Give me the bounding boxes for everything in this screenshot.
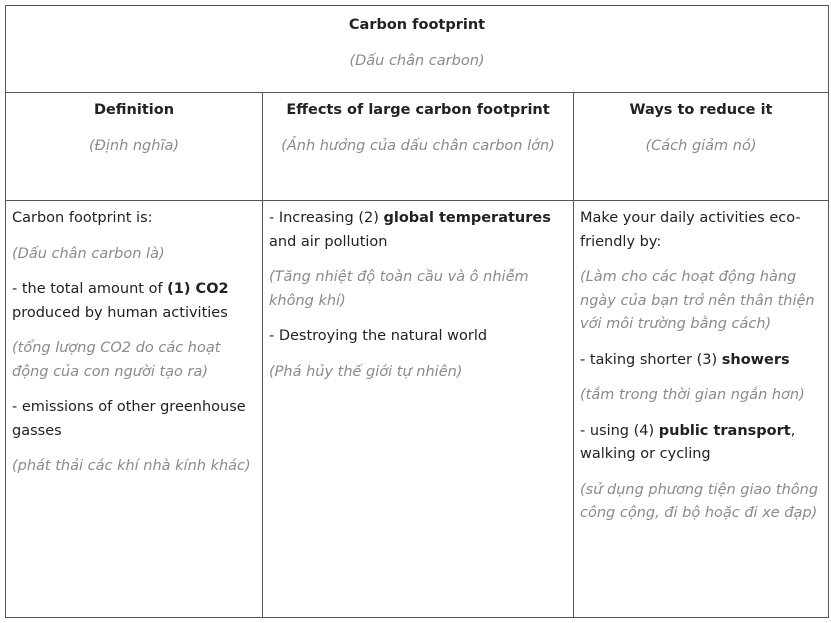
answer-1: (1) CO2 — [167, 281, 229, 297]
table-title: Carbon footprint — [348, 17, 486, 33]
header-translation: (Định nghĩa) — [88, 137, 180, 154]
text: and air pollution — [269, 233, 388, 250]
header-translation: (Ảnh hưởng của dấu chân carbon lớn) — [281, 137, 555, 154]
reduce-item-2: - using (4) public transport, walking or… — [580, 420, 822, 467]
answer-2: global temperatures — [383, 210, 551, 226]
reduce-cell: Make your daily activities eco-friendly … — [572, 200, 830, 618]
definition-intro-translation: (Dấu chân carbon là) — [12, 245, 165, 262]
effects-cell: - Increasing (2) global temperatures and… — [262, 200, 574, 618]
answer-4: public transport — [658, 422, 791, 439]
text: produced by human activities — [12, 304, 228, 321]
reduce-item-1: - taking shorter (3) showers — [580, 349, 822, 373]
answer-3: showers — [721, 351, 790, 368]
reduce-item-2-translation: (sử dụng phương tiện giao thông công cộn… — [580, 481, 819, 522]
text: - Increasing (2) — [269, 210, 384, 226]
table-title-cell: Carbon footprint (Dấu chân carbon) — [4, 5, 830, 93]
header-label: Effects of large carbon footprint — [286, 102, 550, 118]
reduce-item-1-translation: (tắm trong thời gian ngắn hơn) — [580, 387, 805, 403]
text: - taking shorter (3) — [580, 351, 722, 368]
header-label: Definition — [93, 102, 175, 118]
table-title-translation: (Dấu chân carbon) — [349, 52, 485, 69]
definition-item-1: - the total amount of (1) CO2 produced b… — [12, 278, 256, 325]
carbon-footprint-table: Carbon footprint (Dấu chân carbon) Defin… — [4, 5, 830, 618]
definition-item-2: - emissions of other greenhouse gasses — [12, 399, 246, 439]
header-effects: Effects of large carbon footprint (Ảnh h… — [262, 92, 574, 201]
header-label: Ways to reduce it — [629, 102, 773, 118]
text: , walking or cycling — [580, 422, 796, 463]
header-ways-to-reduce: Ways to reduce it (Cách giảm nó) — [572, 92, 830, 201]
header-translation: (Cách giảm nó) — [645, 137, 757, 154]
effects-item-2: - Destroying the natural world — [269, 328, 488, 344]
definition-item-1-translation: (tổng lượng CO2 do các hoạt động của con… — [12, 340, 221, 380]
effects-item-1-translation: (Tăng nhiệt độ toàn cầu và ô nhiễm không… — [269, 269, 529, 309]
text: - using (4) — [580, 422, 659, 439]
header-definition: Definition (Định nghĩa) — [5, 92, 263, 201]
reduce-intro: Make your daily activities eco-friendly … — [580, 210, 801, 250]
definition-intro: Carbon footprint is: — [12, 210, 153, 226]
text: - the total amount of — [12, 281, 168, 297]
definition-item-2-translation: (phát thải các khí nhà kính khác) — [12, 458, 251, 474]
definition-cell: Carbon footprint is: (Dấu chân carbon là… — [5, 200, 263, 618]
effects-item-1: - Increasing (2) global temperatures and… — [269, 207, 567, 254]
effects-item-2-translation: (Phá hủy thế giới tự nhiên) — [269, 363, 463, 380]
reduce-intro-translation: (Làm cho các hoạt động hàng ngày của bạn… — [580, 269, 815, 332]
